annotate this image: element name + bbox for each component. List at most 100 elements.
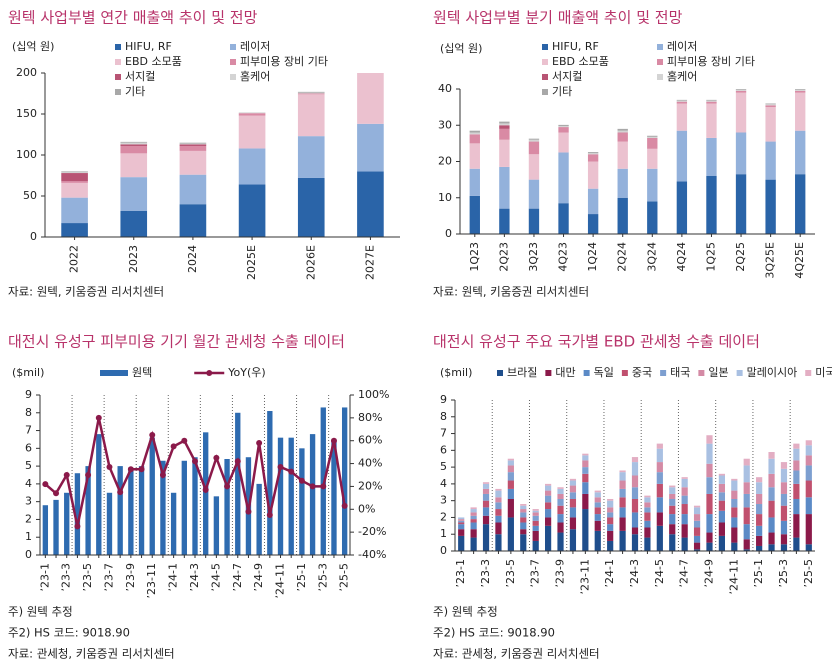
x-tick-label: ’23-9: [124, 563, 137, 591]
x-tick-label: ’25-1: [295, 563, 308, 591]
bar-segment: [458, 522, 465, 525]
bar-segment: [469, 134, 480, 144]
bar-segment: [587, 188, 599, 215]
bar-segment: [594, 507, 601, 515]
bar-segment: [138, 466, 145, 555]
bar-segment: [582, 509, 589, 551]
bar-segment: [507, 517, 514, 551]
bar-segment: [644, 537, 651, 551]
bar-segment: [53, 499, 59, 555]
bar-segment: [557, 514, 564, 523]
bar-segment: [681, 495, 688, 505]
bar-segment: [656, 525, 663, 551]
bar-segment: [224, 459, 230, 555]
line-marker: [53, 490, 60, 497]
bar-segment: [793, 443, 800, 449]
bar-segment: [495, 497, 502, 503]
bar-segment: [681, 524, 688, 538]
x-tick-label: ’25-3: [316, 563, 329, 591]
bar-segment: [558, 125, 569, 128]
legend-marker: [206, 370, 213, 376]
bar-segment: [718, 473, 725, 476]
bar-segment: [61, 223, 88, 237]
bar-segment: [693, 520, 701, 528]
x-tick-label: ’24-1: [167, 563, 180, 591]
bar-segment: [179, 150, 207, 175]
bar-segment: [469, 168, 480, 196]
bar-segment: [676, 130, 688, 182]
bar-segment: [507, 465, 514, 473]
bar-segment: [731, 527, 738, 543]
bar-segment: [718, 492, 725, 501]
x-tick-label: ’23-5: [81, 563, 94, 591]
x-tick-label: 2023: [127, 245, 140, 273]
bar-segment: [793, 537, 800, 551]
legend-swatch: [100, 370, 128, 376]
legend-swatch: [660, 370, 667, 376]
bar-segment: [805, 497, 812, 515]
bar-segment: [669, 487, 676, 494]
bar-segment: [470, 509, 477, 513]
bar-segment: [619, 530, 626, 551]
bar-segment: [557, 505, 564, 515]
bar-segment: [149, 437, 155, 555]
y-tick-label: 30: [438, 118, 452, 131]
y-tick-label: 8: [25, 406, 32, 419]
bar-segment: [117, 466, 123, 555]
x-tick-label: ’25-3: [777, 559, 790, 587]
y-tick-label: 2: [25, 512, 32, 525]
bar-segment: [631, 457, 639, 463]
y2-tick-label: 40%: [358, 457, 382, 470]
bar-segment: [528, 141, 540, 155]
bar-segment: [743, 482, 750, 494]
y-tick-label: 8: [440, 410, 447, 423]
bar-segment: [805, 440, 812, 446]
bar-segment: [765, 141, 776, 180]
bar-segment: [545, 490, 552, 496]
bar-segment: [805, 480, 812, 498]
bar-segment: [795, 174, 806, 234]
bar-segment: [693, 549, 701, 551]
bar-segment: [297, 93, 325, 95]
bar-segment: [545, 525, 552, 551]
bar-segment: [765, 107, 776, 142]
bar-segment: [647, 168, 658, 202]
note: 자료: 관세청, 키움증권 리서치센터: [8, 647, 175, 661]
legend-label: 기타: [125, 85, 145, 98]
bar-segment: [743, 524, 750, 540]
bar-segment: [458, 519, 465, 521]
bar-segment: [647, 148, 658, 169]
bar-segment: [619, 470, 626, 473]
bar-segment: [558, 124, 569, 126]
bar-segment: [617, 128, 628, 131]
bar-segment: [238, 115, 266, 149]
bar-segment: [532, 510, 539, 513]
bar-segment: [569, 498, 577, 508]
bar-segment: [768, 452, 775, 459]
bar-segment: [731, 498, 738, 508]
bar-segment: [587, 152, 599, 154]
x-tick-label: ’23-7: [102, 563, 115, 591]
legend-swatch: [542, 89, 548, 95]
y-tick-label: 50: [23, 189, 37, 202]
x-tick-label: 4Q23: [557, 242, 570, 272]
bar-segment: [619, 480, 626, 489]
bar-segment: [735, 89, 747, 90]
bar-segment: [743, 458, 750, 466]
bar-segment: [587, 161, 599, 189]
bar-segment: [582, 455, 589, 461]
x-tick-label: ’23-1: [38, 563, 51, 591]
bar-segment: [179, 142, 207, 144]
bar-segment: [706, 176, 717, 234]
bar-segment: [693, 542, 701, 550]
bar-segment: [545, 495, 552, 503]
line-marker: [138, 466, 145, 473]
bar-segment: [676, 100, 688, 102]
legend-swatch: [115, 59, 121, 65]
y2-tick-label: 0%: [358, 502, 375, 515]
bar-segment: [170, 492, 177, 555]
bar-segment: [499, 208, 510, 234]
bar-segment: [681, 537, 688, 551]
bar-segment: [357, 73, 384, 124]
bar-segment: [706, 532, 713, 543]
